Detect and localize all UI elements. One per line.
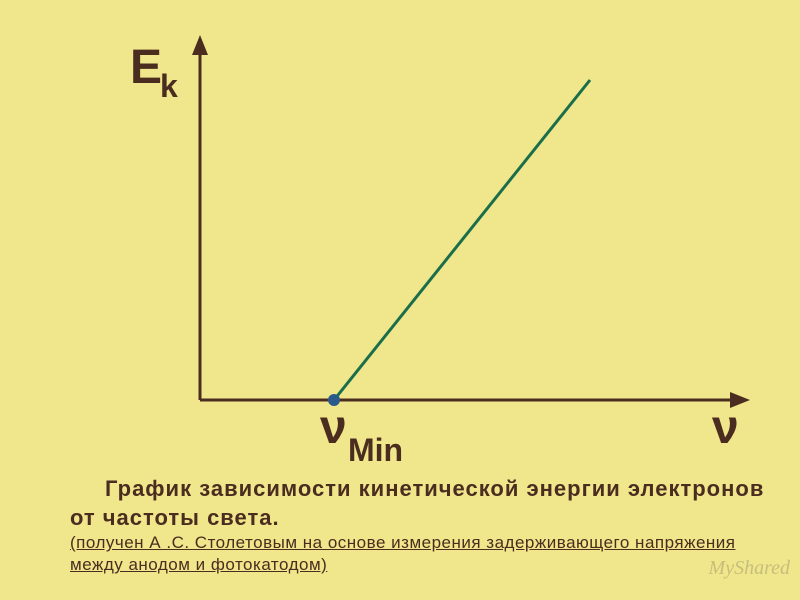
watermark: MyShared [709, 557, 790, 580]
caption-subtitle: (получен А .С. Столетовым на основе изме… [70, 532, 770, 576]
y-axis-label-sub: k [160, 68, 178, 105]
graph-container: E k ν Min ν [100, 30, 730, 430]
x-intercept-label-sub: Min [348, 432, 403, 469]
x-intercept-label-main: ν [320, 400, 347, 455]
data-line [334, 80, 590, 400]
y-axis-arrow [192, 35, 208, 55]
caption-container: График зависимости кинетической энергии … [70, 475, 770, 576]
y-axis-label-main: E [130, 40, 162, 95]
graph-svg [100, 30, 760, 450]
x-axis-label: ν [712, 400, 739, 455]
caption-title: График зависимости кинетической энергии … [70, 475, 770, 532]
